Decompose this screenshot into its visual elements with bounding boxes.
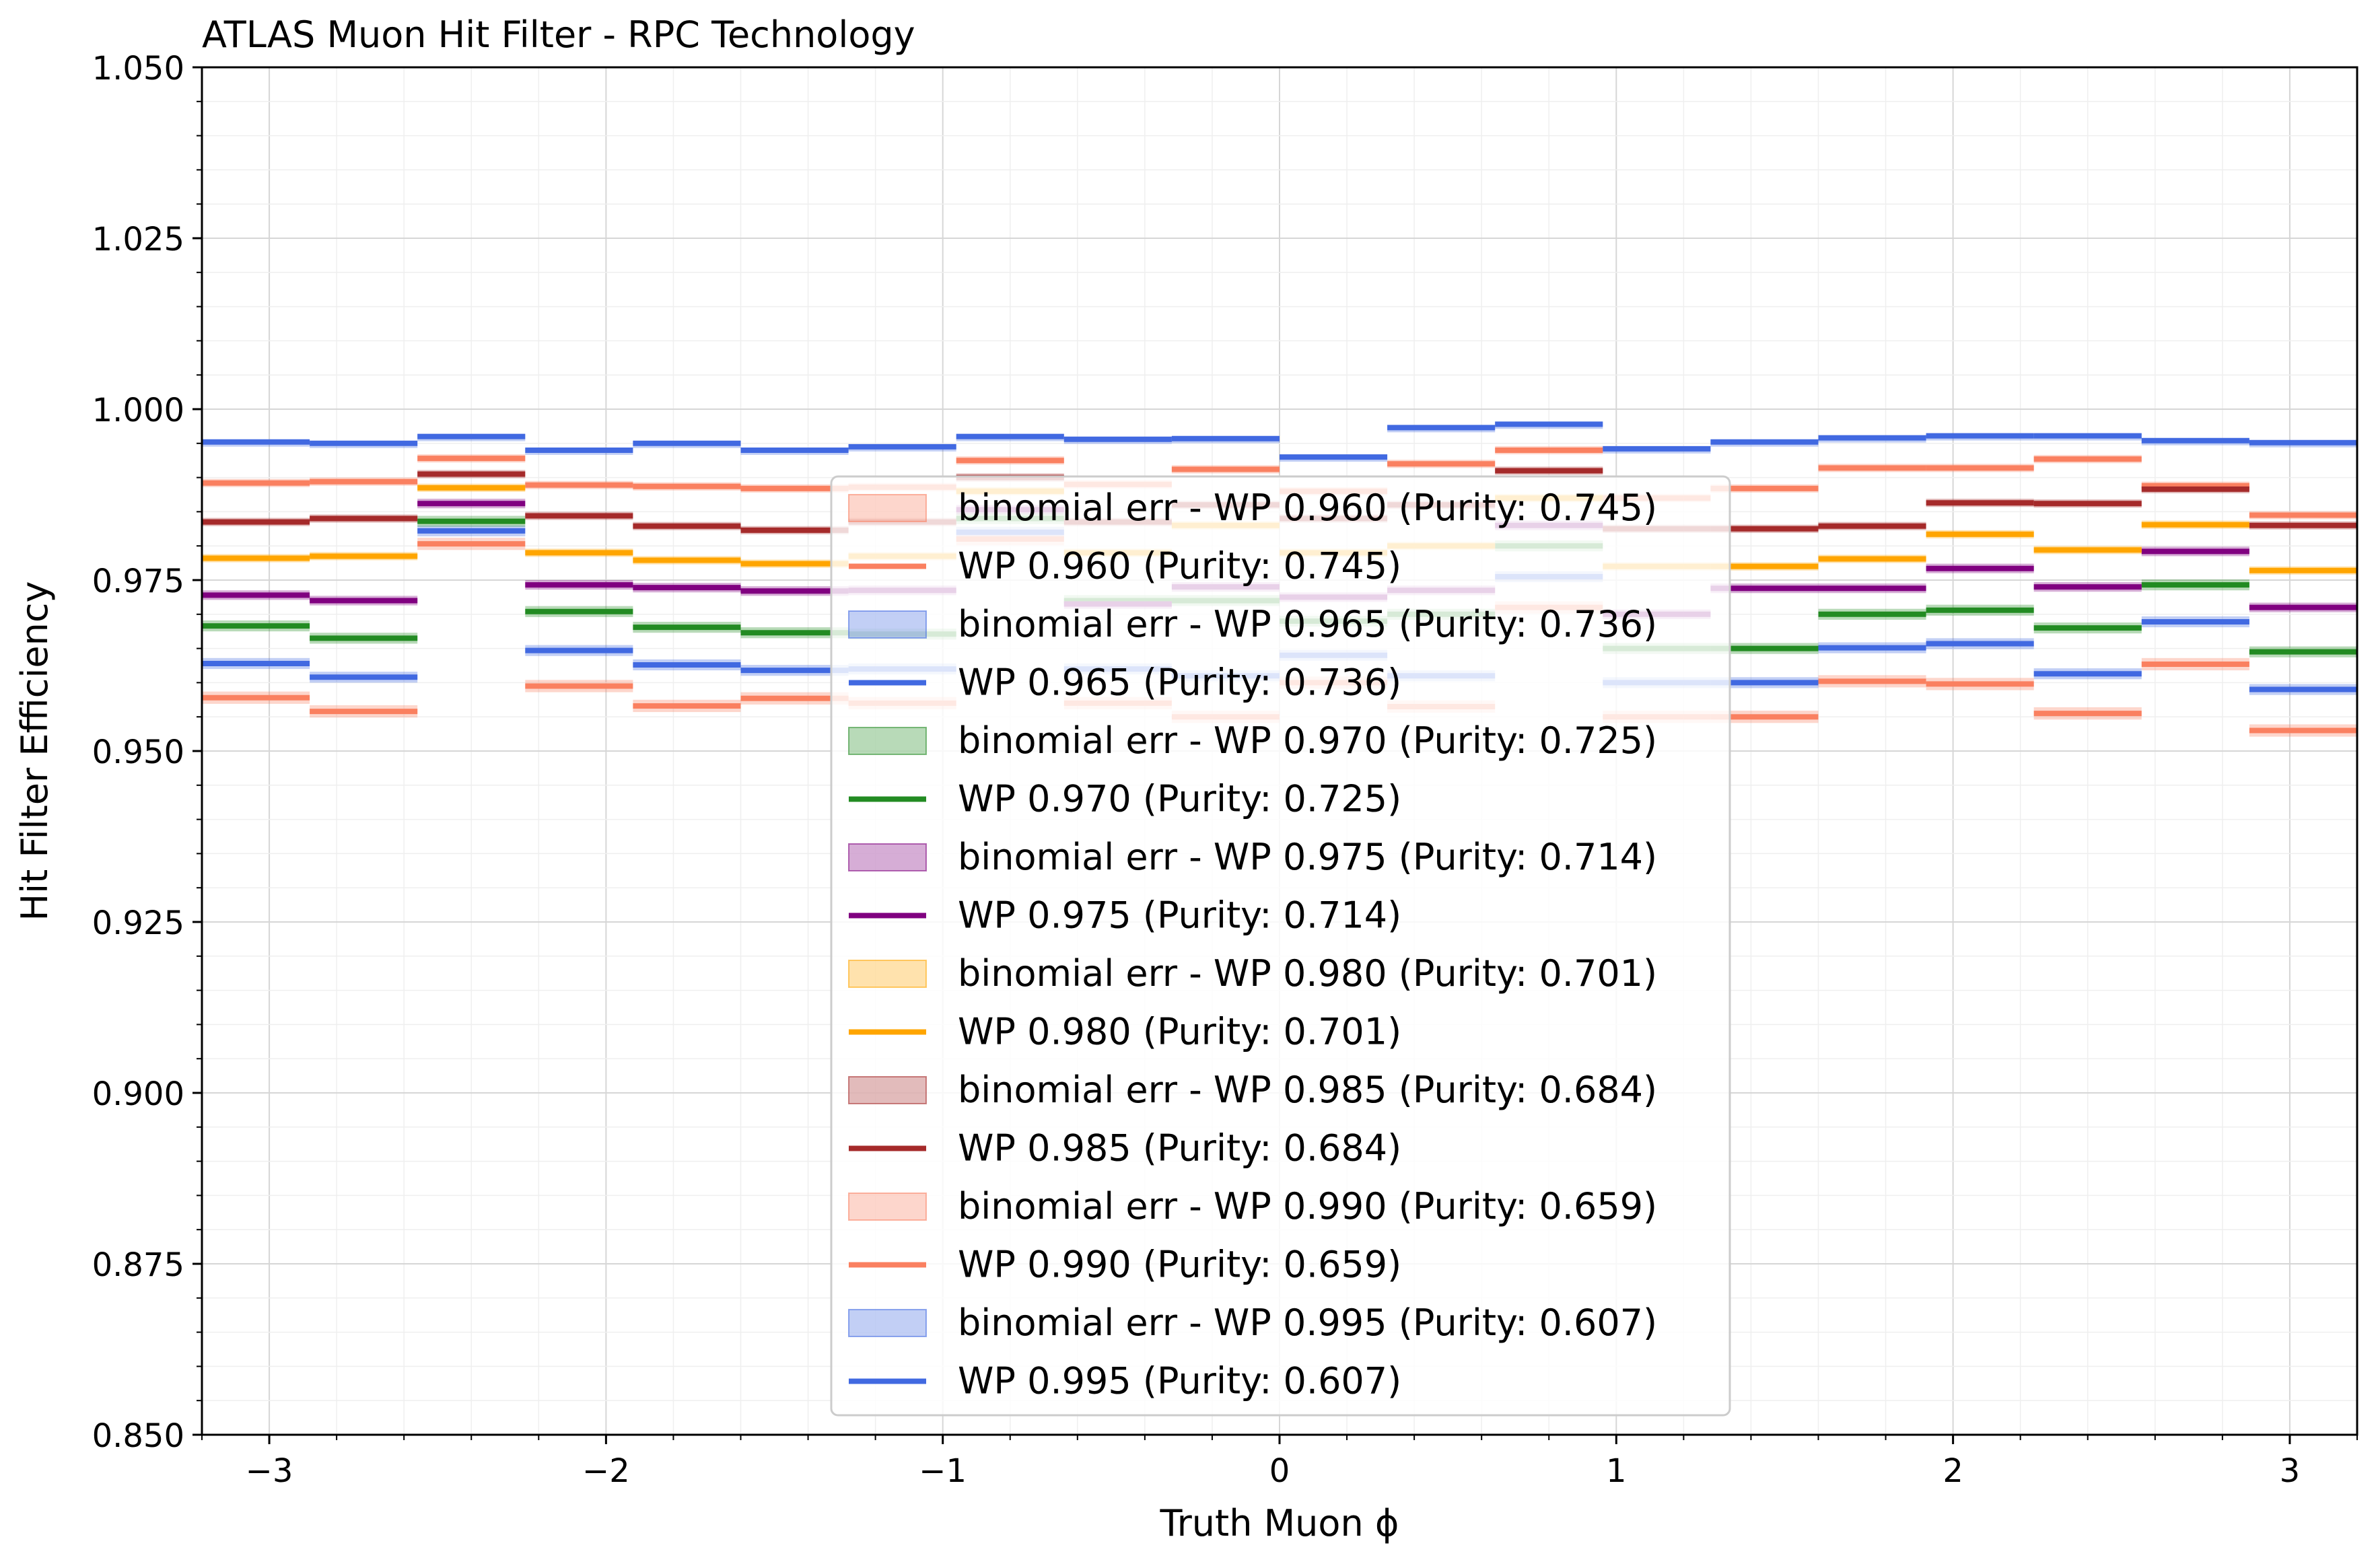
- legend-line-label: WP 0.960 (Purity: 0.745): [958, 545, 1401, 587]
- legend-band-label: binomial err - WP 0.965 (Purity: 0.736): [958, 603, 1657, 645]
- legend-line-label: WP 0.970 (Purity: 0.725): [958, 778, 1401, 820]
- legend-band-label: binomial err - WP 0.995 (Purity: 0.607): [958, 1302, 1657, 1344]
- y-tick-label: 0.950: [92, 734, 184, 771]
- legend-band-label: binomial err - WP 0.975 (Purity: 0.714): [958, 836, 1657, 878]
- legend-band-label: binomial err - WP 0.990 (Purity: 0.659): [958, 1185, 1657, 1227]
- y-tick-label: 0.975: [92, 563, 184, 600]
- legend-band-swatch: [848, 1192, 927, 1221]
- legend-line-label: WP 0.975 (Purity: 0.714): [958, 894, 1401, 937]
- y-axis-label: Hit Filter Efficiency: [13, 581, 56, 921]
- legend-band-swatch: [848, 1076, 927, 1104]
- y-tick-label: 1.050: [92, 50, 184, 87]
- legend-band-label: binomial err - WP 0.985 (Purity: 0.684): [958, 1069, 1657, 1111]
- legend-line-label: WP 0.985 (Purity: 0.684): [958, 1127, 1401, 1170]
- x-tick-label: −1: [919, 1452, 967, 1490]
- x-axis-label: Truth Muon ϕ: [1160, 1502, 1399, 1544]
- legend-line-label: WP 0.990 (Purity: 0.659): [958, 1244, 1401, 1286]
- legend-band-label: binomial err - WP 0.970 (Purity: 0.725): [958, 719, 1657, 762]
- legend-band-label: binomial err - WP 0.980 (Purity: 0.701): [958, 952, 1657, 995]
- x-tick-label: −2: [582, 1452, 630, 1490]
- y-tick-label: 0.850: [92, 1417, 184, 1455]
- y-tick-label: 0.925: [92, 904, 184, 942]
- y-tick-label: 1.000: [92, 392, 184, 429]
- y-tick-label: 0.900: [92, 1075, 184, 1113]
- x-tick-label: −3: [246, 1452, 293, 1490]
- chart-title: ATLAS Muon Hit Filter - RPC Technology: [202, 13, 915, 56]
- legend-line-label: WP 0.965 (Purity: 0.736): [958, 662, 1401, 704]
- legend-box: [830, 475, 1731, 1417]
- x-tick-label: 3: [2280, 1452, 2301, 1490]
- legend: binomial err - WP 0.960 (Purity: 0.745) W…: [830, 475, 1731, 1417]
- y-tick-label: 0.875: [92, 1246, 184, 1284]
- y-tick-label: 1.025: [92, 221, 184, 258]
- legend-line-label: WP 0.995 (Purity: 0.607): [958, 1360, 1401, 1402]
- x-tick-label: 1: [1606, 1452, 1627, 1490]
- legend-band-swatch: [848, 727, 927, 755]
- x-tick-label: 2: [1943, 1452, 1963, 1490]
- legend-band-label: binomial err - WP 0.960 (Purity: 0.745): [958, 487, 1657, 529]
- legend-line-label: WP 0.980 (Purity: 0.701): [958, 1011, 1401, 1053]
- legend-band-swatch: [848, 494, 927, 522]
- legend-band-swatch: [848, 843, 927, 871]
- legend-band-swatch: [848, 960, 927, 988]
- legend-band-swatch: [848, 610, 927, 639]
- legend-band-swatch: [848, 1309, 927, 1337]
- x-tick-label: 0: [1269, 1452, 1290, 1490]
